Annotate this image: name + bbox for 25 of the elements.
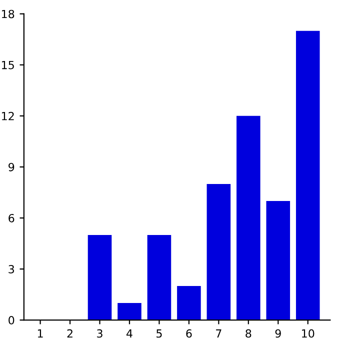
bar	[88, 234, 112, 320]
y-tick-label: 9	[8, 162, 14, 172]
x-tick-label: 5	[156, 329, 162, 338]
x-tick-label: 6	[186, 329, 192, 338]
x-tick-label: 1	[38, 329, 43, 338]
y-tick-label: 6	[8, 214, 14, 222]
y-tick-label: 0	[8, 316, 14, 324]
y-tick-label: 3	[8, 264, 14, 274]
bar	[147, 234, 172, 320]
bar	[266, 200, 290, 320]
bar	[296, 30, 320, 320]
x-tick-label: 4	[126, 329, 132, 338]
bar	[236, 116, 260, 320]
bar	[177, 286, 201, 320]
y-tick-label: 15	[2, 60, 14, 70]
x-tick-label: 9	[275, 329, 281, 338]
x-tick-label: 3	[97, 329, 102, 338]
x-tick-label: 2	[67, 329, 72, 338]
bar	[206, 184, 231, 320]
bar	[118, 303, 142, 320]
x-tick-label: 8	[246, 329, 252, 338]
y-tick-label: 18	[2, 10, 14, 18]
y-tick-label: 12	[2, 112, 14, 120]
x-tick-label: 7	[216, 329, 222, 338]
x-tick-label: 10	[302, 329, 314, 338]
